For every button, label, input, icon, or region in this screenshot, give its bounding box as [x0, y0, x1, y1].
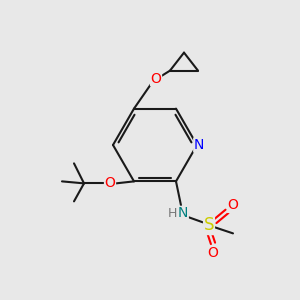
Text: H: H	[167, 207, 177, 220]
Text: O: O	[208, 246, 218, 260]
Text: N: N	[178, 206, 188, 220]
Text: O: O	[105, 176, 116, 190]
Text: O: O	[151, 72, 161, 86]
Text: N: N	[194, 138, 204, 152]
Text: O: O	[228, 198, 238, 212]
Text: S: S	[204, 216, 214, 234]
